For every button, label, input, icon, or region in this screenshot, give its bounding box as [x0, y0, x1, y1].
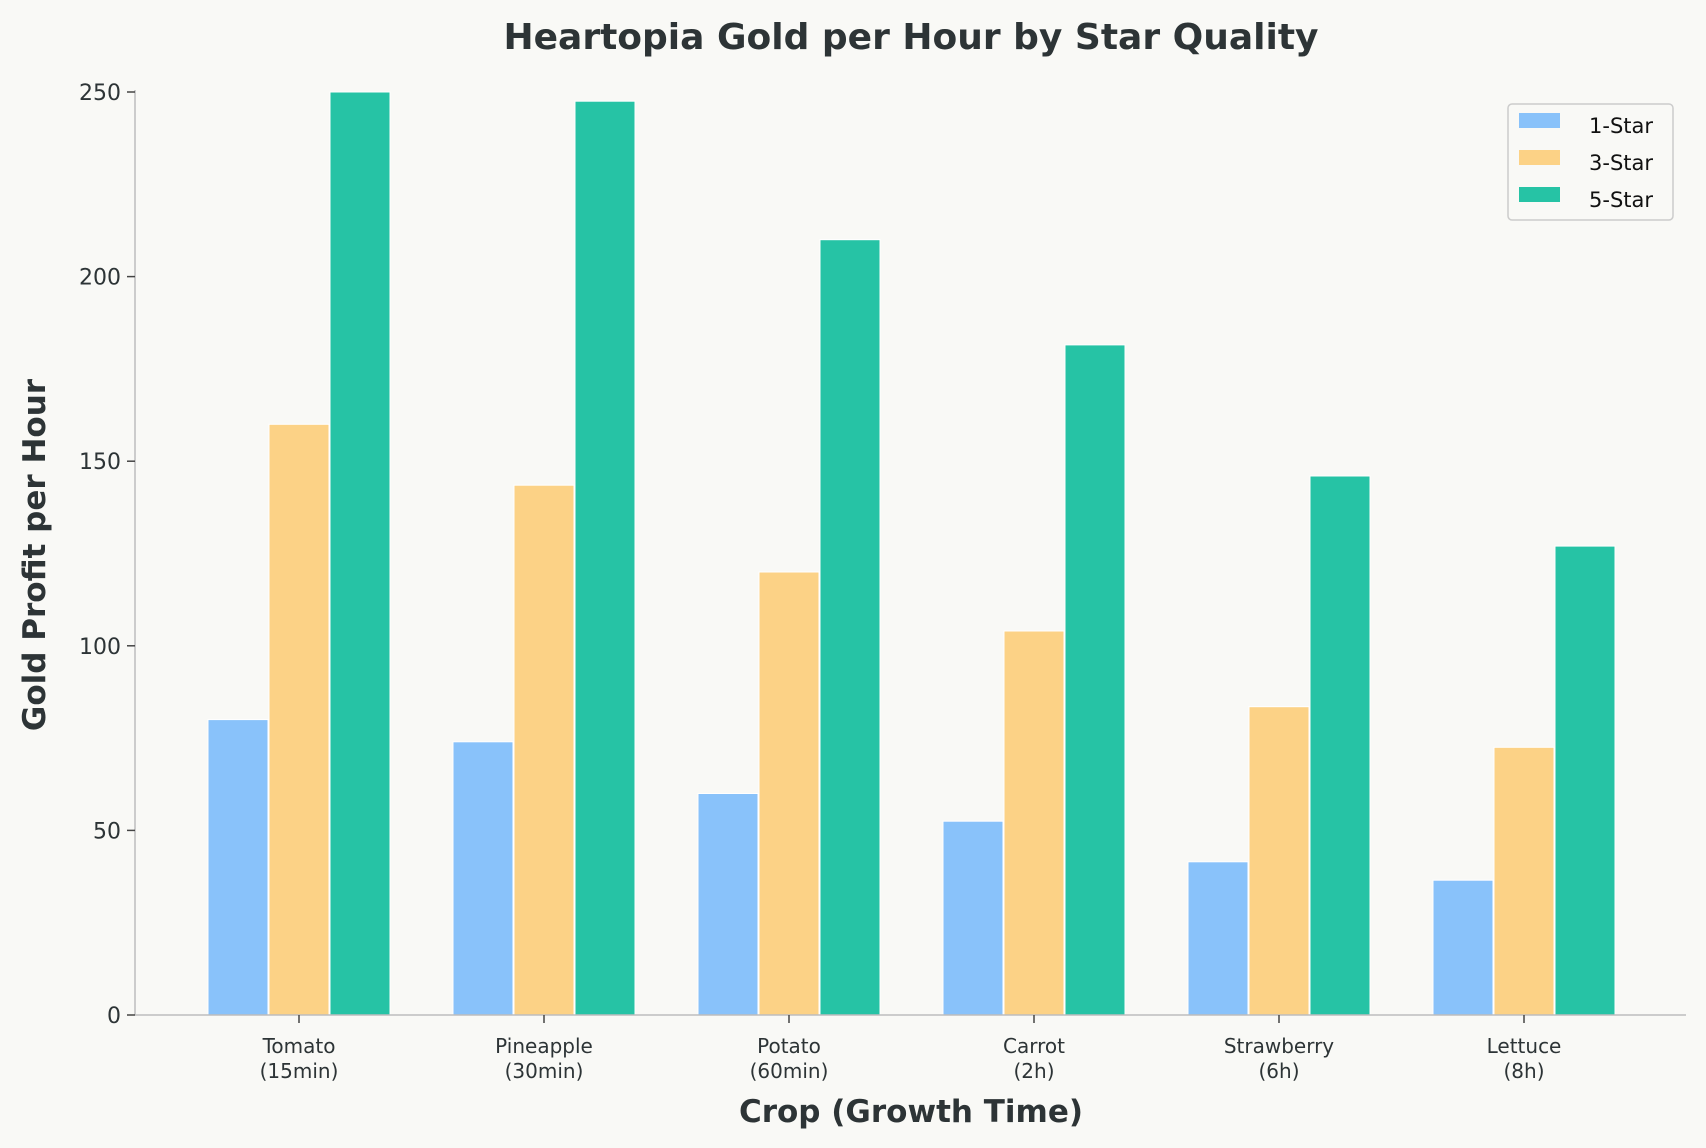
y-tick-label: 200 — [79, 266, 121, 291]
legend-label-5-star: 5-Star — [1589, 188, 1653, 212]
bar-5-star-potato — [819, 239, 881, 1016]
bar-5-star-carrot — [1064, 344, 1126, 1016]
y-axis-label: Gold Profit per Hour — [17, 378, 53, 731]
legend: 1-Star 3-Star 5-Star — [1507, 103, 1674, 221]
x-tick-label-line: (30min) — [505, 1059, 584, 1083]
x-tick-label: Carrot (2h) — [1003, 1034, 1065, 1083]
x-tick-label-line: (6h) — [1258, 1059, 1299, 1083]
x-tick-label-line: Pineapple — [495, 1034, 593, 1058]
legend-swatch-1-star — [1519, 113, 1560, 128]
bar-5-star-lettuce — [1554, 545, 1616, 1016]
bar-3-star-lettuce — [1493, 746, 1555, 1016]
legend-label-1-star: 1-Star — [1589, 114, 1653, 138]
bar-1-star-lettuce — [1432, 879, 1494, 1016]
bar-1-star-strawberry — [1187, 861, 1249, 1016]
bar-5-star-tomato — [329, 91, 391, 1016]
y-tick-label: 250 — [79, 81, 121, 106]
bar-5-star-pineapple — [574, 100, 636, 1016]
bar-3-star-strawberry — [1248, 706, 1310, 1016]
x-tick-label: Strawberry (6h) — [1224, 1034, 1334, 1083]
x-tick-label: Potato (60min) — [750, 1034, 829, 1083]
legend-swatch-5-star — [1519, 187, 1560, 202]
x-axis-label: Crop (Growth Time) — [739, 1094, 1083, 1130]
bar-1-star-carrot — [942, 820, 1004, 1016]
x-tick-label-line: (15min) — [260, 1059, 339, 1083]
y-tick-label: 100 — [79, 635, 121, 660]
legend-swatch-3-star — [1519, 150, 1560, 165]
bar-3-star-pineapple — [513, 484, 575, 1016]
x-tick-label-line: Lettuce — [1487, 1034, 1562, 1058]
chart-title: Heartopia Gold per Hour by Star Quality — [503, 17, 1318, 58]
bar-5-star-strawberry — [1309, 475, 1371, 1016]
bar-3-star-carrot — [1003, 630, 1065, 1016]
y-tick-label: 150 — [79, 450, 121, 475]
bar-1-star-potato — [697, 793, 759, 1016]
x-tick-label: Tomato (15min) — [260, 1034, 339, 1083]
axes-group: 0 50 100 150 200 250 Tomato (15min) Pineapple (30… — [79, 81, 1686, 1083]
x-tick-label-line: Potato — [757, 1034, 821, 1058]
bar-3-star-potato — [758, 571, 820, 1016]
legend-label-3-star: 3-Star — [1589, 151, 1653, 175]
x-tick-label-line: Strawberry — [1224, 1034, 1334, 1058]
x-tick-label-line: Carrot — [1003, 1034, 1065, 1058]
x-tick-label: Lettuce (8h) — [1487, 1034, 1562, 1083]
bars-group — [207, 91, 1616, 1016]
bar-1-star-pineapple — [452, 741, 514, 1016]
x-tick-label-line: Tomato — [262, 1034, 336, 1058]
x-tick-label-line: (2h) — [1013, 1059, 1054, 1083]
bar-3-star-tomato — [268, 423, 330, 1016]
y-tick-label: 50 — [93, 819, 121, 844]
x-tick-label-line: (8h) — [1503, 1059, 1544, 1083]
y-tick-label: 0 — [107, 1004, 121, 1029]
x-tick-label: Pineapple (30min) — [495, 1034, 593, 1083]
x-tick-label-line: (60min) — [750, 1059, 829, 1083]
bar-1-star-tomato — [207, 719, 269, 1016]
